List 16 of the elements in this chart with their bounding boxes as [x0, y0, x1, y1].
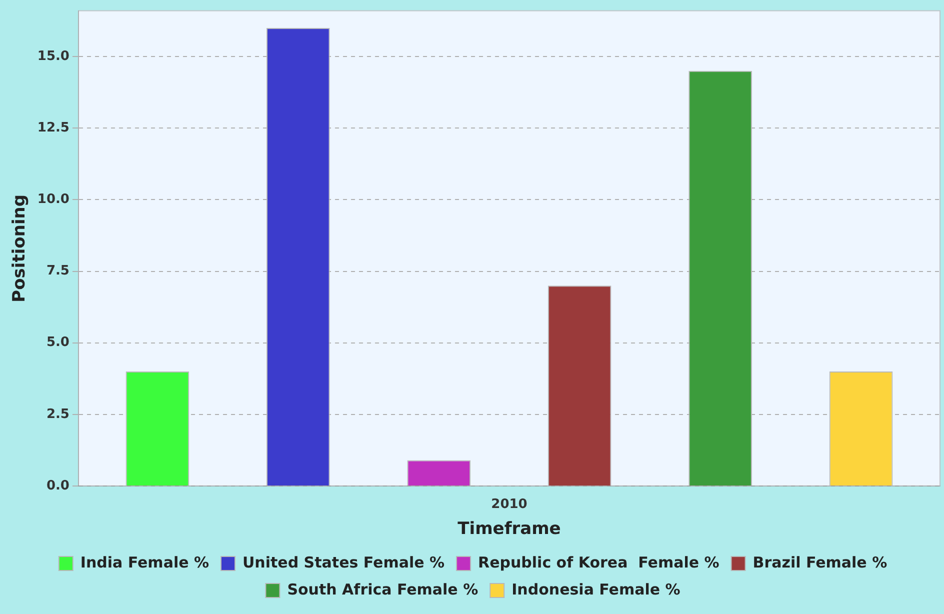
y-tick-label: 2.5	[46, 406, 70, 422]
legend-label: Brazil Female %	[752, 553, 888, 572]
y-tick-label: 15.0	[37, 48, 70, 64]
y-axis-title: Positioning	[10, 194, 30, 302]
x-axis-title: Timeframe	[458, 519, 561, 540]
y-tick-label: 10.0	[37, 192, 70, 208]
legend-label: Republic of Korea Female %	[478, 553, 720, 572]
legend-label: United States Female %	[242, 553, 445, 572]
legend-label: South Africa Female %	[287, 580, 478, 598]
x-tick-label: 2010	[491, 497, 528, 512]
legend-label: India Female %	[80, 553, 210, 572]
y-tick-label: 12.5	[37, 120, 70, 136]
legend-label: Indonesia Female %	[512, 580, 680, 598]
y-tick-label: 0.0	[46, 478, 70, 494]
y-tick-label: 7.5	[46, 264, 70, 279]
y-tick-label: 5.0	[46, 335, 70, 350]
